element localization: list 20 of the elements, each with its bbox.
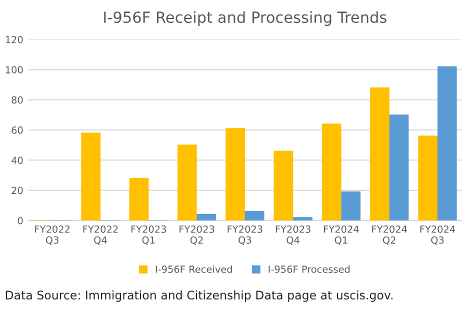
y-tick-label: 80: [12, 96, 23, 104]
source-note: Data Source: Immigration and Citizenship Data page at uscis.gov.: [6, 290, 392, 302]
x-tick-label: FY2024 Q2: [372, 225, 407, 245]
x-tick-label: FY2022 Q4: [83, 225, 118, 245]
x-tick-label: FY2023 Q2: [180, 225, 214, 245]
legend-label: I-956F Processed: [268, 265, 350, 273]
x-tick-label: FY2022 Q3: [35, 225, 70, 245]
y-tick-label: 100: [6, 66, 23, 74]
y-tick-label: 20: [12, 186, 23, 194]
x-tick-label: FY2024 Q3: [420, 225, 456, 245]
chart-title: I-956F Receipt and Processing Trends: [104, 11, 386, 26]
y-tick-label: 120: [6, 36, 23, 44]
x-tick-label: FY2023 Q4: [276, 225, 310, 245]
x-tick-label: FY2023 Q1: [131, 225, 166, 245]
y-tick-label: 40: [12, 156, 23, 164]
y-tick-label: 60: [12, 126, 23, 134]
legend-label: I-956F Received: [156, 265, 232, 273]
x-tick-label: FY2024 Q1: [324, 225, 359, 245]
y-tick-label: 0: [18, 216, 23, 224]
x-tick-label: FY2023 Q3: [228, 225, 262, 245]
